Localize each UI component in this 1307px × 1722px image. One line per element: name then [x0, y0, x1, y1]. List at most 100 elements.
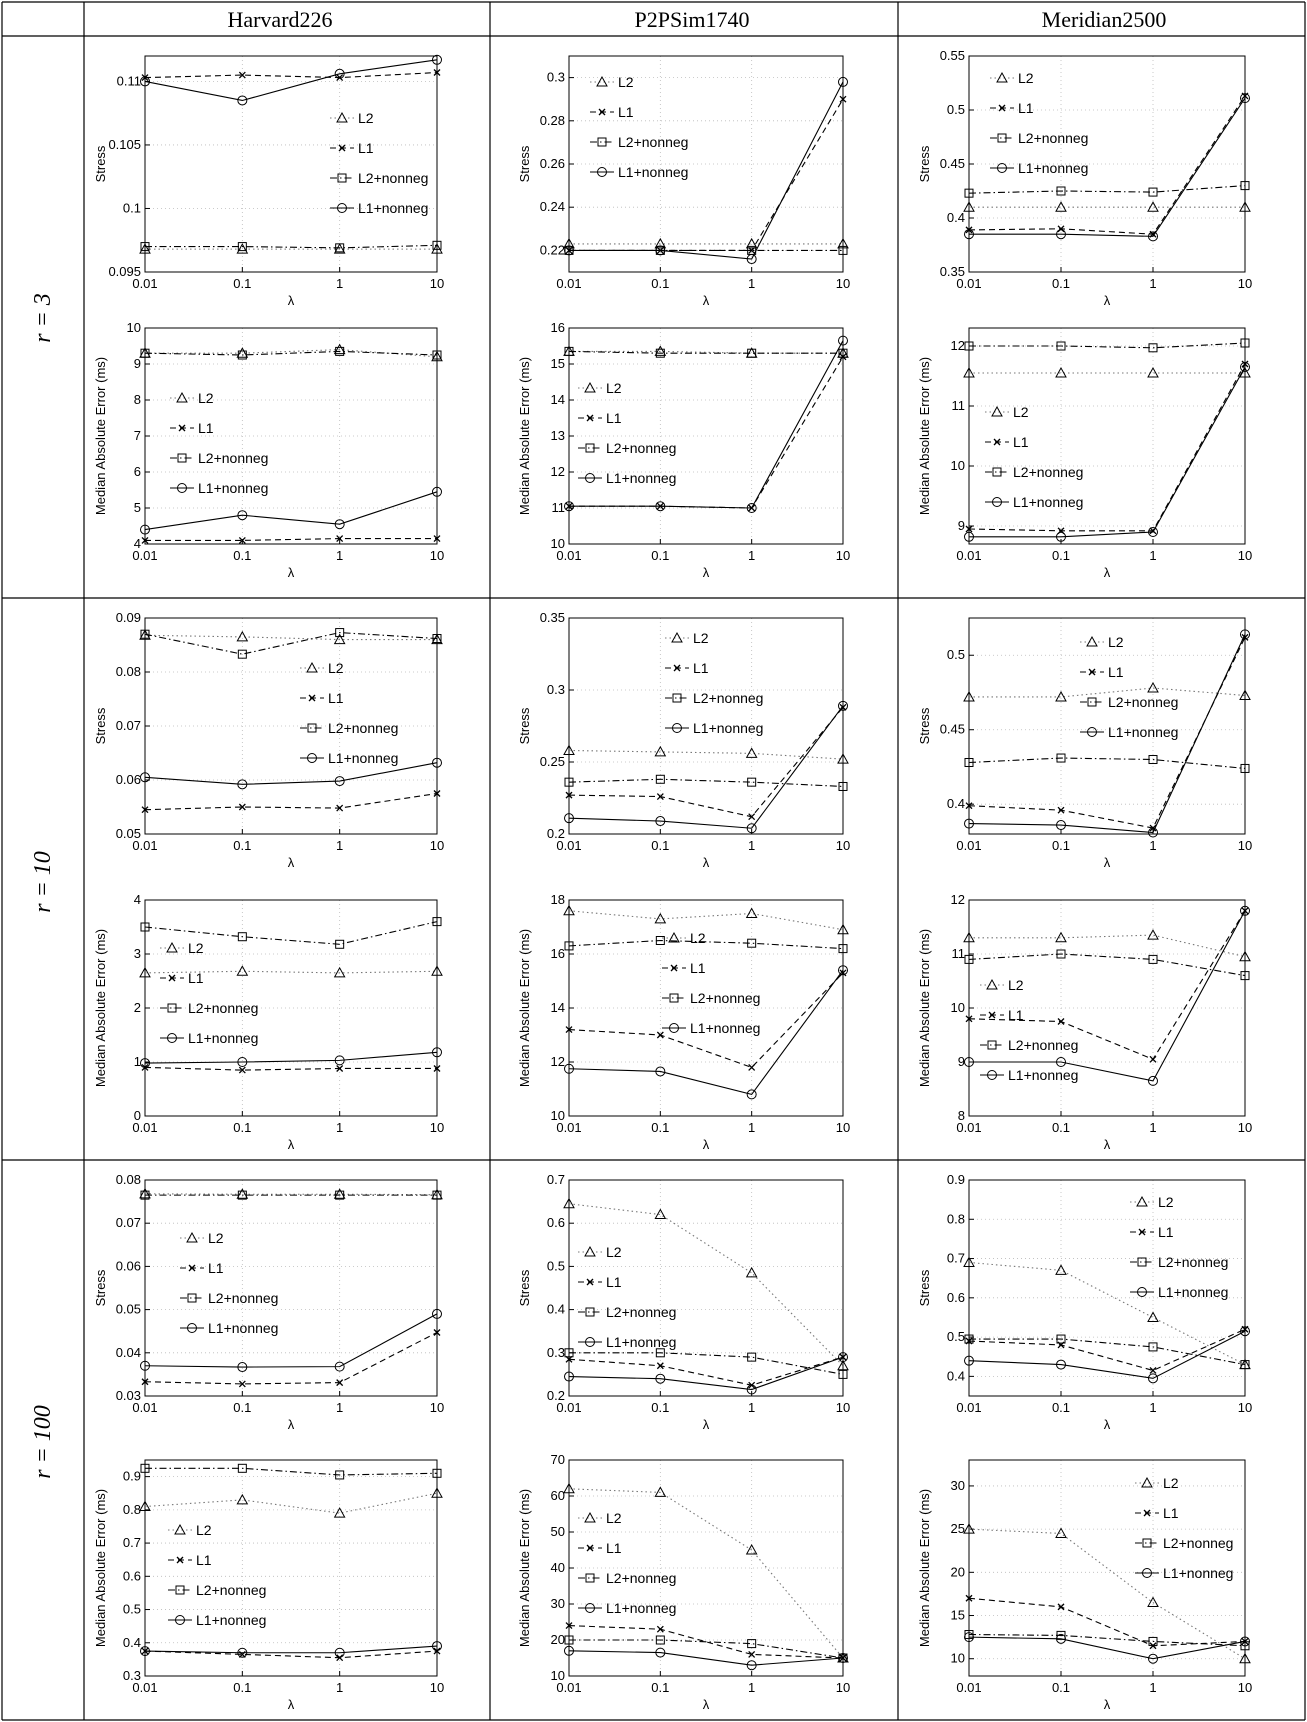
x-marker-stroke — [656, 793, 664, 801]
square-marker — [964, 1334, 974, 1344]
legend-label: L1+nonneg — [1018, 160, 1088, 176]
legend-label: L2+nonneg — [1018, 130, 1088, 146]
legend-label: L1 — [208, 1260, 224, 1276]
x-marker — [1057, 806, 1065, 814]
series-l2 — [963, 1523, 1251, 1664]
series-l2-nonneg — [140, 240, 442, 253]
x-tick-label: 1 — [336, 838, 343, 853]
y-tick-label: 20 — [551, 1632, 565, 1647]
y-tick-label: 0.9 — [123, 1469, 141, 1484]
triangle-marker — [563, 1482, 575, 1494]
series-l2 — [563, 345, 849, 358]
legend: L2 L1 L2+nonneg L1+nonneg — [990, 70, 1088, 176]
y-tick-label: 0.7 — [123, 1535, 141, 1550]
legend-label: L2 — [606, 1510, 622, 1526]
x-marker — [336, 1379, 344, 1387]
series-line — [144, 59, 438, 102]
triangle-marker — [431, 350, 443, 362]
x-tick-label: 10 — [1238, 276, 1252, 291]
x-marker — [1088, 668, 1096, 676]
triangle-marker — [654, 912, 667, 924]
triangle-marker — [671, 631, 683, 643]
series-line — [145, 538, 437, 541]
legend-label: L2 — [196, 1522, 212, 1538]
y-axis-label: Stress — [917, 145, 932, 182]
legend-label: L2+nonneg — [1108, 694, 1178, 710]
legend-label: L1+nonneg — [606, 470, 676, 486]
y-axis-label: Median Absolute Error (ms) — [917, 1489, 932, 1647]
x-tick-label: 1 — [748, 1120, 755, 1135]
y-tick-label: 0.22 — [540, 242, 565, 257]
circle-marker — [1148, 231, 1158, 242]
circle-marker — [655, 1647, 666, 1658]
y-tick-label: 14 — [551, 392, 565, 407]
x-marker-stroke — [238, 1066, 246, 1074]
legend-label: L2+nonneg — [690, 990, 760, 1006]
y-tick-label: 0.35 — [540, 610, 565, 625]
series-line — [968, 910, 1246, 1060]
triangle-marker — [333, 1507, 346, 1518]
square-marker — [432, 240, 442, 250]
x-axis-label: λ — [703, 565, 710, 580]
y-tick-label: 7 — [134, 428, 141, 443]
x-axis-label: λ — [288, 1697, 295, 1712]
triangle-marker — [1239, 689, 1251, 700]
y-tick-label: 10 — [551, 536, 565, 551]
y-tick-label: 10 — [551, 1668, 565, 1683]
x-tick-label: 0.01 — [132, 1680, 157, 1695]
y-tick-label: 0.6 — [547, 1215, 565, 1230]
legend: L2 L1 L2+nonneg L1+nonneg — [168, 1522, 266, 1628]
plot-frame — [968, 1179, 1246, 1397]
triangle-marker — [139, 1187, 151, 1199]
circle-marker — [838, 335, 848, 346]
square-marker — [307, 723, 317, 733]
triangle-marker — [236, 243, 249, 254]
series-line — [144, 1066, 437, 1071]
series-line — [968, 1528, 1246, 1660]
x-marker-stroke — [1088, 668, 1096, 676]
x-marker-stroke — [1143, 1509, 1151, 1517]
legend: L2 L1 L2+nonneg L1+nonneg — [300, 660, 398, 766]
x-marker — [188, 1264, 196, 1272]
series-l1-nonneg — [140, 1308, 442, 1373]
legend: L2 L1 L2+nonneg L1+nonneg — [578, 380, 676, 486]
series-line — [144, 632, 438, 655]
y-tick-label: 0.2 — [547, 826, 565, 841]
chart-panel: 0.01 0.1 1 10 0.2 0.25 0.3 0.35 λ Stress L2 L1 L2+no… — [517, 610, 850, 870]
legend-label: L2+nonneg — [358, 170, 428, 186]
x-marker — [656, 793, 664, 801]
circle-marker — [655, 245, 666, 256]
x-marker — [1149, 1055, 1157, 1063]
x-marker — [1149, 1367, 1157, 1374]
x-marker-stroke — [176, 1556, 184, 1564]
circle-marker — [1148, 1075, 1158, 1086]
x-marker-stroke — [1149, 1055, 1157, 1063]
series-l2 — [563, 1482, 849, 1663]
x-marker — [338, 144, 346, 152]
x-tick-label: 0.1 — [1052, 1680, 1070, 1695]
y-tick-label: 0.6 — [123, 1568, 141, 1583]
square-marker — [838, 944, 848, 954]
circle-marker — [669, 1023, 679, 1033]
series-l1-nonneg — [564, 965, 848, 1100]
plot-frame — [968, 327, 1246, 545]
triangle-marker — [236, 965, 249, 976]
x-tick-label: 1 — [1149, 1680, 1156, 1695]
legend-label: L1+nonneg — [188, 1030, 258, 1046]
series-line — [144, 921, 438, 945]
y-tick-label: 0.45 — [940, 156, 965, 171]
square-marker — [335, 628, 345, 638]
x-marker-stroke — [565, 1026, 573, 1034]
y-axis-label: Stress — [517, 1269, 532, 1306]
y-axis-label: Median Absolute Error (ms) — [517, 357, 532, 515]
square-marker — [564, 941, 574, 951]
legend-label: L2 — [1163, 1475, 1179, 1491]
triangle-marker — [584, 1511, 596, 1523]
y-tick-label: 0.08 — [116, 664, 141, 679]
triangle-marker — [1147, 1596, 1159, 1608]
legend-label: L1 — [198, 420, 214, 436]
series-l2 — [563, 237, 849, 249]
circle-marker — [564, 1645, 574, 1656]
series-line — [968, 185, 1246, 194]
series-l2-nonneg — [564, 346, 848, 358]
